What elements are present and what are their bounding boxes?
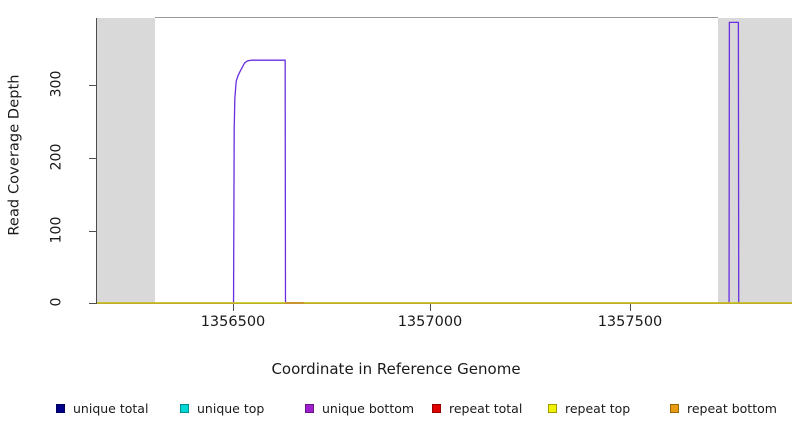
shaded-region-left [97,18,155,303]
y-tick-0 [89,303,96,304]
y-tick-label-0: 0 [26,294,86,310]
square-swatch-purple [305,403,314,413]
x-tick-label-1357500: 1357500 [597,314,663,330]
y-tick-label-100: 100 [26,217,86,244]
legend: unique total unique top unique bottom repea… [0,398,792,420]
legend-item-unique-total[interactable]: unique total [56,398,148,418]
y-tick-200 [89,158,96,159]
legend-item-repeat-top[interactable]: repeat top [548,398,630,418]
legend-item-repeat-bottom[interactable]: repeat bottom [670,398,777,418]
x-tick-label-1357000: 1357000 [397,314,463,330]
x-tick-1356500 [233,304,234,311]
y-tick-100 [89,231,96,232]
square-swatch-red [432,403,441,413]
y-tick-label-300: 300 [26,71,86,98]
plot-area [97,18,792,303]
legend-label: unique top [197,400,265,416]
y-tick-300 [89,85,96,86]
y-tick-label-200: 200 [26,144,86,171]
x-tick-1357000 [430,304,431,311]
square-swatch-orange [670,403,679,413]
shaded-region-right [718,18,792,303]
legend-item-repeat-total[interactable]: repeat total [432,398,522,418]
plot-top-border [155,17,718,18]
legend-label: repeat total [449,400,523,416]
x-axis-line [89,303,792,304]
legend-item-unique-top[interactable]: unique top [180,398,264,418]
legend-item-unique-bottom[interactable]: unique bottom [305,398,414,418]
x-tick-label-1356500: 1356500 [200,314,266,330]
y-axis-title-text: Read Coverage Depth [7,74,23,236]
y-tick-label-0-text: 0 [47,297,64,307]
legend-label: unique total [73,400,149,416]
y-tick-label-300-text: 300 [47,70,64,98]
square-swatch-cyan [180,403,189,413]
y-axis-line [96,18,97,304]
square-swatch-navy [56,403,65,413]
legend-label: unique bottom [322,400,415,416]
y-tick-label-200-text: 200 [47,143,64,171]
y-tick-label-100-text: 100 [47,216,64,244]
square-swatch-yellow [548,403,557,413]
legend-label: repeat top [565,400,631,416]
legend-label: repeat bottom [687,400,777,416]
x-axis-title: Coordinate in Reference Genome [271,360,521,378]
x-tick-1357500 [630,304,631,311]
